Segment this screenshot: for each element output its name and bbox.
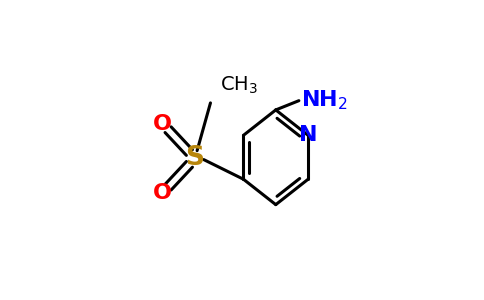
Text: O: O — [153, 114, 172, 134]
Text: N: N — [299, 125, 318, 145]
Text: CH$_3$: CH$_3$ — [220, 75, 258, 96]
Text: O: O — [153, 183, 172, 203]
Text: NH$_2$: NH$_2$ — [301, 89, 348, 112]
Text: S: S — [185, 146, 204, 171]
